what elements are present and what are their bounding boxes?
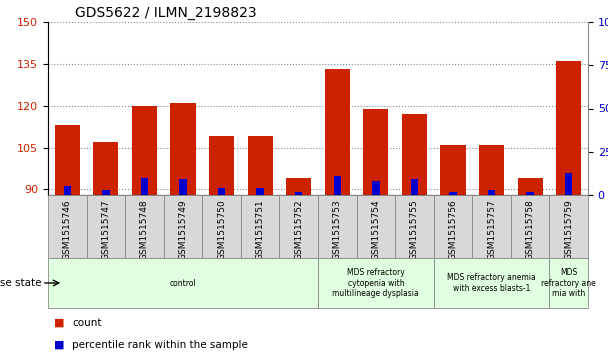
Bar xyxy=(125,195,164,258)
Bar xyxy=(434,258,550,308)
Text: GSM1515747: GSM1515747 xyxy=(102,199,111,260)
Bar xyxy=(517,178,543,195)
Bar xyxy=(550,195,588,258)
Bar xyxy=(63,186,71,195)
Text: GSM1515759: GSM1515759 xyxy=(564,199,573,260)
Text: GSM1515746: GSM1515746 xyxy=(63,199,72,260)
Text: control: control xyxy=(170,278,196,287)
Text: GSM1515757: GSM1515757 xyxy=(487,199,496,260)
Bar xyxy=(511,195,550,258)
Bar xyxy=(286,178,311,195)
Bar xyxy=(295,192,302,195)
Text: GSM1515756: GSM1515756 xyxy=(449,199,457,260)
Bar xyxy=(55,125,80,195)
Text: MDS refractory
cytopenia with
multilineage dysplasia: MDS refractory cytopenia with multilinea… xyxy=(333,268,420,298)
Bar xyxy=(325,69,350,195)
Text: GSM1515748: GSM1515748 xyxy=(140,199,149,260)
Bar xyxy=(556,61,581,195)
Bar xyxy=(527,192,534,195)
Bar xyxy=(565,172,573,195)
Text: MDS refractory anemia
with excess blasts-1: MDS refractory anemia with excess blasts… xyxy=(447,273,536,293)
Text: disease state: disease state xyxy=(0,278,42,288)
Bar xyxy=(241,195,280,258)
Bar xyxy=(132,106,157,195)
Bar xyxy=(257,188,264,195)
Bar xyxy=(170,103,196,195)
Text: ■: ■ xyxy=(54,340,64,350)
Bar xyxy=(488,190,496,195)
Text: GSM1515754: GSM1515754 xyxy=(371,199,381,260)
Bar xyxy=(479,145,504,195)
Text: count: count xyxy=(72,318,102,328)
Text: MDS
refractory ane
mia with: MDS refractory ane mia with xyxy=(541,268,596,298)
Bar xyxy=(356,195,395,258)
Bar xyxy=(280,195,318,258)
Bar xyxy=(140,178,148,195)
Bar xyxy=(318,258,434,308)
Text: GSM1515755: GSM1515755 xyxy=(410,199,419,260)
Bar xyxy=(209,136,234,195)
Bar xyxy=(395,195,434,258)
Text: percentile rank within the sample: percentile rank within the sample xyxy=(72,340,248,350)
Bar xyxy=(372,181,379,195)
Text: GDS5622 / ILMN_2198823: GDS5622 / ILMN_2198823 xyxy=(75,5,257,20)
Bar xyxy=(364,109,389,195)
Text: GSM1515749: GSM1515749 xyxy=(179,199,187,260)
Bar xyxy=(318,195,356,258)
Bar xyxy=(102,190,109,195)
Bar xyxy=(247,136,272,195)
Bar xyxy=(93,142,119,195)
Text: GSM1515753: GSM1515753 xyxy=(333,199,342,260)
Text: GSM1515750: GSM1515750 xyxy=(217,199,226,260)
Bar xyxy=(218,188,226,195)
Bar xyxy=(410,179,418,195)
Text: GSM1515752: GSM1515752 xyxy=(294,199,303,260)
Bar xyxy=(86,195,125,258)
Bar xyxy=(440,145,466,195)
Bar xyxy=(472,195,511,258)
Bar xyxy=(434,195,472,258)
Bar xyxy=(179,179,187,195)
Text: GSM1515758: GSM1515758 xyxy=(526,199,534,260)
Bar xyxy=(402,114,427,195)
Bar xyxy=(202,195,241,258)
Bar xyxy=(449,192,457,195)
Bar xyxy=(334,176,341,195)
Bar xyxy=(164,195,202,258)
Bar xyxy=(550,258,588,308)
Text: ■: ■ xyxy=(54,318,64,328)
Bar xyxy=(48,195,86,258)
Text: GSM1515751: GSM1515751 xyxy=(255,199,264,260)
Bar xyxy=(48,258,318,308)
